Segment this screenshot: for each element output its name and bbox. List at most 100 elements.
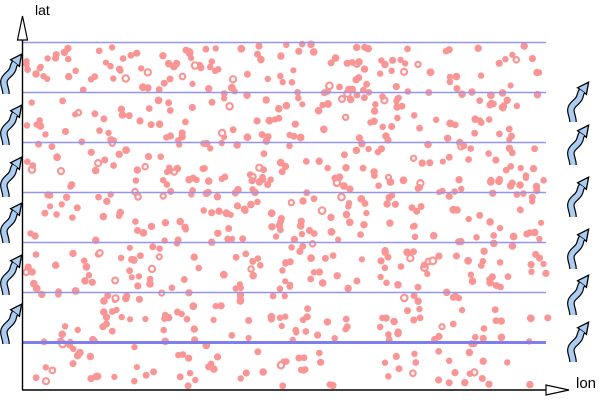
- s-curved-arrow-icon-part: [1, 164, 18, 198]
- scatter-dot-ring: [93, 159, 103, 168]
- scatter-dot-ring: [159, 192, 167, 200]
- scatter-dot: [420, 261, 428, 269]
- scatter-dot: [108, 327, 116, 335]
- scatter-dot: [479, 334, 487, 342]
- scatter-dot: [168, 284, 176, 292]
- scatter-dot: [416, 124, 423, 132]
- scatter-dot: [417, 203, 425, 210]
- s-curved-arrow-icon-right: [567, 228, 590, 270]
- scatter-dot: [299, 197, 307, 205]
- scatter-dot: [32, 70, 40, 78]
- scatter-dot: [23, 122, 31, 129]
- scatter-dot: [147, 222, 156, 231]
- scatter-dot: [505, 144, 514, 152]
- scatter-dot: [458, 185, 465, 193]
- scatter-dot: [76, 348, 84, 357]
- scatter-dot: [445, 46, 453, 54]
- scatter-dot: [321, 254, 329, 262]
- scatter-dot: [395, 365, 403, 373]
- scatter-dot: [126, 244, 133, 251]
- scatter-dot: [65, 72, 73, 81]
- scatter-dot: [502, 166, 510, 174]
- scatter-dot: [486, 177, 495, 186]
- scatter-dot: [189, 80, 196, 87]
- scatter-dot: [111, 373, 118, 380]
- scatter-dot: [404, 307, 411, 315]
- scatter-dot: [258, 131, 266, 139]
- scatter-dot: [435, 348, 443, 355]
- scatter-dot: [295, 47, 303, 55]
- scatter-dot: [477, 72, 485, 79]
- scatter-dot: [379, 123, 387, 131]
- scatter-dot: [386, 219, 394, 227]
- y-axis-arrowhead-icon: [16, 15, 29, 41]
- scatter-dot: [74, 326, 81, 334]
- s-curved-arrow-icon-part: [568, 89, 585, 123]
- scatter-dot: [477, 119, 485, 126]
- scatter-dot: [363, 209, 370, 217]
- scatter-dot: [513, 102, 521, 110]
- scatter-dot: [58, 330, 66, 339]
- scatter-dot: [200, 207, 207, 214]
- scatter-dot: [262, 96, 270, 104]
- scatter-dot: [381, 359, 389, 366]
- scatter-dot: [320, 125, 328, 134]
- scatter-dot: [399, 176, 408, 185]
- scatter-dot: [185, 354, 193, 362]
- scatter-dot: [134, 282, 142, 290]
- scatter-dot: [243, 70, 251, 78]
- s-curved-arrow-icon-part: [568, 236, 585, 270]
- scatter-dot: [147, 121, 155, 129]
- scatter-dot-ring: [190, 61, 200, 70]
- scatter-dot: [115, 65, 124, 73]
- scatter-dot-ring: [134, 193, 142, 201]
- scatter-dot: [214, 229, 222, 237]
- scatter-dot: [44, 55, 51, 62]
- scatter-dot-ring: [325, 81, 334, 91]
- scatter-dot: [476, 97, 484, 104]
- s-curved-arrow-icon-left: [0, 254, 23, 296]
- scatter-dot: [394, 95, 401, 102]
- scatter-dot: [544, 314, 552, 322]
- scatter-dot: [105, 129, 112, 137]
- scatter-dot: [455, 176, 463, 184]
- scatter-dot: [157, 153, 164, 160]
- scatter-dot-ring: [225, 102, 234, 111]
- scatter-dot: [498, 103, 506, 111]
- scatter-dot: [508, 179, 516, 187]
- scatter-dot: [300, 366, 308, 374]
- scatter-dot: [327, 213, 335, 222]
- scatter-dot: [359, 164, 367, 172]
- scatter-dot: [379, 314, 386, 322]
- scatter-dot: [42, 131, 49, 138]
- scatter-dot: [48, 143, 56, 151]
- scatter-dot: [249, 257, 257, 265]
- scatter-dot: [487, 91, 495, 100]
- scatter-dot: [208, 98, 216, 106]
- scatter-dot: [333, 272, 341, 280]
- scatter-dot: [91, 110, 99, 118]
- scatter-dot: [125, 112, 133, 120]
- scatter-dot-ring: [48, 366, 57, 375]
- scatter-dot: [383, 279, 390, 287]
- scatter-dot: [195, 264, 202, 272]
- scatter-dot: [101, 156, 109, 164]
- scatter-dot: [69, 249, 77, 258]
- scatter-dot: [336, 83, 343, 91]
- scatter-dot: [164, 59, 173, 68]
- scatter-dot-ring: [178, 72, 187, 81]
- scatter-dot: [466, 370, 474, 378]
- scatter-dot: [156, 245, 163, 252]
- scatter-dot: [47, 203, 54, 210]
- scatter-dot: [404, 45, 411, 53]
- scatter-dot: [82, 262, 91, 271]
- scatter-dot: [397, 56, 404, 64]
- scatter-dot: [278, 322, 285, 330]
- scatter-dot: [526, 314, 535, 323]
- scatter-dot: [91, 166, 100, 175]
- scatter-dot: [134, 227, 141, 234]
- scatter-dot: [331, 335, 339, 342]
- scatter-dot: [166, 75, 174, 83]
- scatter-dot: [100, 297, 108, 305]
